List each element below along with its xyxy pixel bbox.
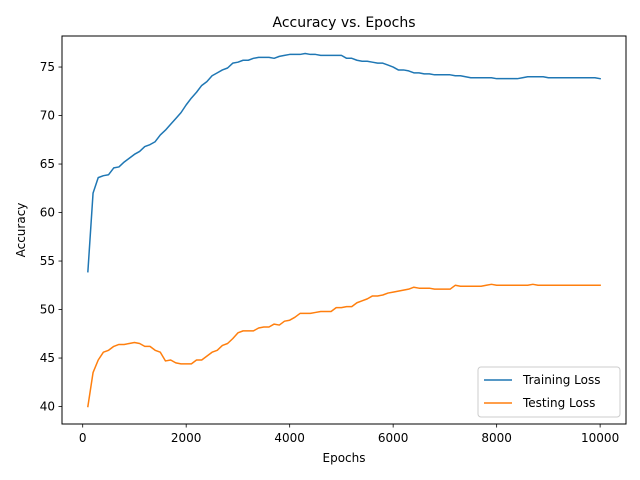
legend-label-training-loss: Training Loss: [522, 373, 600, 387]
y-tick-label: 55: [40, 254, 55, 268]
y-axis-ticks: 40 45 50 55 60 65 70 75: [40, 60, 62, 414]
x-tick-label: 6000: [378, 431, 409, 445]
series-layer: [87, 52, 602, 408]
y-tick-label: 70: [40, 109, 55, 123]
y-tick-label: 45: [40, 351, 55, 365]
y-tick-label: 60: [40, 206, 55, 220]
series-line-testing-loss: [87, 283, 601, 408]
y-axis-label: Accuracy: [14, 203, 28, 258]
x-axis-ticks: 0 2000 4000 6000 8000 10000: [79, 424, 619, 445]
y-tick-label: 50: [40, 303, 55, 317]
chart-title: Accuracy vs. Epochs: [272, 15, 415, 31]
legend-label-testing-loss: Testing Loss: [522, 396, 595, 410]
y-tick-label: 40: [40, 400, 55, 414]
x-tick-label: 0: [79, 431, 87, 445]
x-tick-label: 8000: [481, 431, 512, 445]
legend: Training Loss Testing Loss: [477, 366, 621, 418]
x-axis-label: Epochs: [323, 451, 366, 465]
plot-frame: [61, 35, 627, 425]
x-tick-label: 10000: [581, 431, 619, 445]
y-tick-label: 65: [40, 157, 55, 171]
series-line-training-loss: [87, 52, 602, 273]
x-tick-label: 2000: [171, 431, 202, 445]
legend-box: [477, 366, 621, 418]
x-tick-label: 4000: [274, 431, 305, 445]
y-tick-label: 75: [40, 60, 55, 74]
